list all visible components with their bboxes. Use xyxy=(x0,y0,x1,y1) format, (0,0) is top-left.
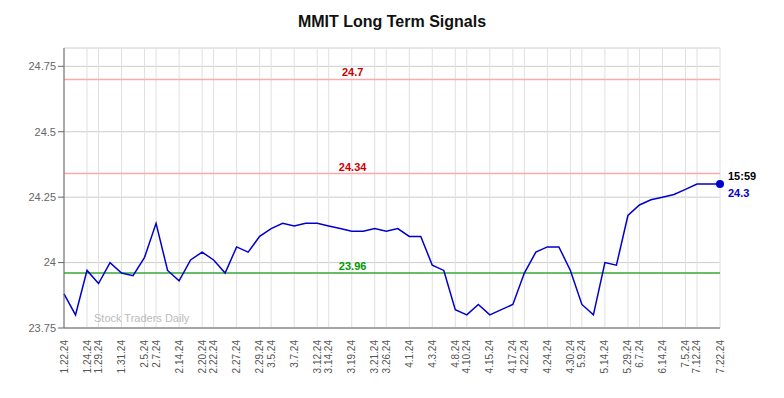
svg-text:24: 24 xyxy=(44,256,56,268)
svg-text:3.14.24: 3.14.24 xyxy=(323,340,334,374)
svg-text:24.5: 24.5 xyxy=(35,126,56,138)
svg-text:3.12.24: 3.12.24 xyxy=(312,340,323,374)
svg-text:1.31.24: 1.31.24 xyxy=(116,340,127,374)
svg-text:2.7.24: 2.7.24 xyxy=(151,340,162,368)
svg-text:4.22.24: 4.22.24 xyxy=(519,340,530,374)
svg-text:4.10.24: 4.10.24 xyxy=(461,340,472,374)
svg-text:4.17.24: 4.17.24 xyxy=(507,340,518,374)
svg-text:4.15.24: 4.15.24 xyxy=(484,340,495,374)
svg-text:15:59: 15:59 xyxy=(728,170,756,182)
svg-text:4.3.24: 4.3.24 xyxy=(427,340,438,368)
svg-text:1.24.24: 1.24.24 xyxy=(82,340,93,374)
svg-text:2.29.24: 2.29.24 xyxy=(254,340,265,374)
svg-text:3.19.24: 3.19.24 xyxy=(346,340,357,374)
svg-text:5.14.24: 5.14.24 xyxy=(599,340,610,374)
svg-text:5.9.24: 5.9.24 xyxy=(576,340,587,368)
svg-text:23.96: 23.96 xyxy=(339,260,367,272)
svg-text:2.27.24: 2.27.24 xyxy=(231,340,242,374)
svg-text:3.26.24: 3.26.24 xyxy=(381,340,392,374)
svg-text:3.5.24: 3.5.24 xyxy=(266,340,277,368)
svg-text:2.14.24: 2.14.24 xyxy=(174,340,185,374)
svg-text:6.14.24: 6.14.24 xyxy=(657,340,668,374)
svg-text:6.7.24: 6.7.24 xyxy=(634,340,645,368)
svg-text:3.7.24: 3.7.24 xyxy=(289,340,300,368)
svg-text:24.75: 24.75 xyxy=(28,60,56,72)
svg-text:7.12.24: 7.12.24 xyxy=(691,340,702,374)
html-text:MMIT Long Term Signals: MMIT Long Term Signals xyxy=(297,13,487,30)
svg-text:24.7: 24.7 xyxy=(342,66,363,78)
svg-text:7.22.24: 7.22.24 xyxy=(715,340,726,374)
svg-text:7.5.24: 7.5.24 xyxy=(680,340,691,368)
svg-text:4.8.24: 4.8.24 xyxy=(450,340,461,368)
svg-text:5.29.24: 5.29.24 xyxy=(622,340,633,374)
svg-text:3.21.24: 3.21.24 xyxy=(369,340,380,374)
html-text:Stock Traders Daily: Stock Traders Daily xyxy=(94,312,190,324)
svg-text:2.20.24: 2.20.24 xyxy=(197,340,208,374)
svg-text:4.30.24: 4.30.24 xyxy=(565,340,576,374)
svg-text:23.75: 23.75 xyxy=(28,322,56,334)
svg-text:4.24.24: 4.24.24 xyxy=(542,340,553,374)
svg-text:24.25: 24.25 xyxy=(28,191,56,203)
svg-text:2.22.24: 2.22.24 xyxy=(208,340,219,374)
svg-text:4.1.24: 4.1.24 xyxy=(404,340,415,368)
svg-text:1.29.24: 1.29.24 xyxy=(93,340,104,374)
svg-text:2.5.24: 2.5.24 xyxy=(139,340,150,368)
svg-text:24.3: 24.3 xyxy=(728,187,749,199)
svg-text:24.34: 24.34 xyxy=(339,161,367,173)
svg-text:1.22.24: 1.22.24 xyxy=(59,340,70,374)
